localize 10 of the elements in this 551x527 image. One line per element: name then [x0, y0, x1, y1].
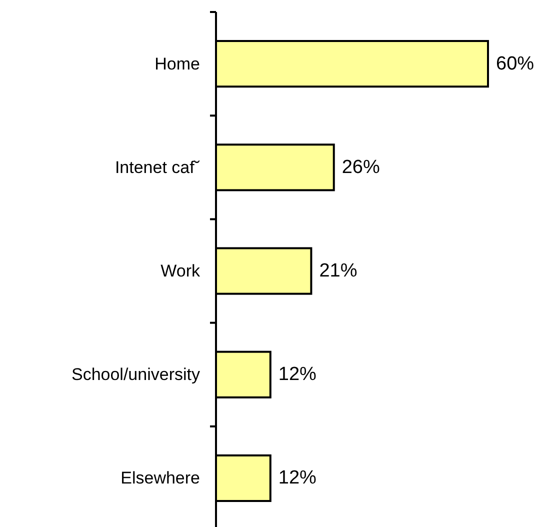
data-label: 60%	[496, 53, 534, 74]
y-tick-label: Home	[154, 54, 200, 74]
data-label: 12%	[278, 364, 317, 386]
y-tick-label: School/university	[71, 365, 200, 384]
y-tick-label: Work	[160, 262, 200, 280]
y-tick-label: Intenet caf˘	[114, 158, 200, 177]
y-tick-label: Elsewhere	[120, 468, 200, 488]
data-label: 12%	[278, 468, 317, 489]
data-label: 26%	[342, 156, 380, 178]
data-label: 21%	[319, 260, 358, 282]
